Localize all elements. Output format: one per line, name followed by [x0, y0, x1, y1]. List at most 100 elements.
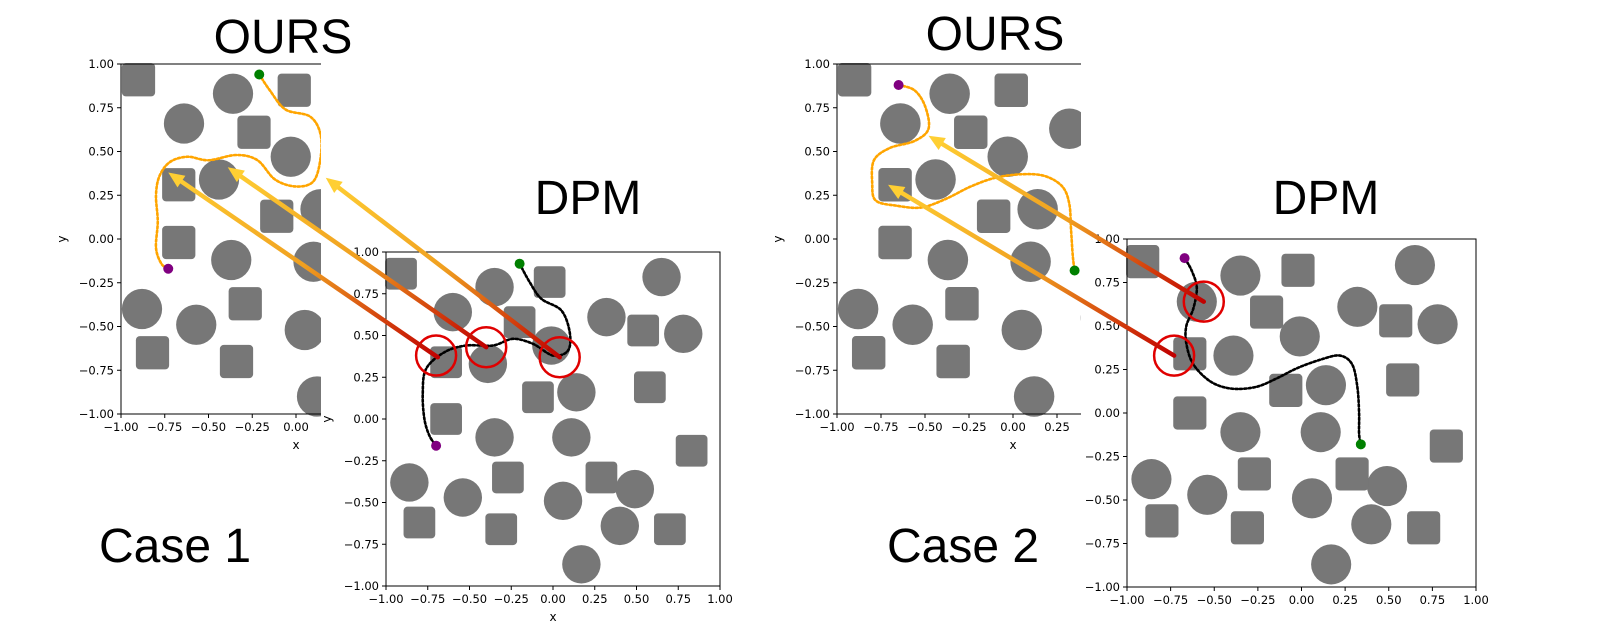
- obstacle-circle: [1010, 241, 1051, 282]
- x-tick-label: −1.00: [819, 420, 854, 434]
- x-tick-label: −0.75: [410, 592, 445, 606]
- y-tick-label: 0.75: [353, 287, 379, 301]
- obstacle-square: [228, 287, 262, 321]
- x-tick-label: 0.25: [582, 592, 608, 606]
- y-tick-label: 1.00: [1094, 232, 1120, 246]
- obstacle-square: [277, 73, 311, 107]
- obstacle-square: [1145, 504, 1179, 538]
- obstacle-square: [485, 513, 518, 546]
- obstacle-circle: [642, 257, 681, 297]
- obstacle-circle: [1300, 412, 1341, 453]
- y-tick-label: 0.25: [88, 188, 114, 202]
- trajectory-path: [154, 73, 321, 271]
- obstacle-square: [1335, 457, 1369, 491]
- obstacle-circle: [475, 418, 514, 457]
- x-tick-label: −0.25: [1240, 593, 1275, 607]
- y-tick-label: 0.25: [353, 370, 379, 384]
- case1-ours-title: OURS: [214, 11, 353, 64]
- obstacle-circle: [600, 506, 640, 546]
- plot-area: −1.00−1.00 −0.75 −0.75 −0.50 −0.50 −0.25 −0.25…: [771, 59, 1126, 452]
- x-axis-label: x: [549, 610, 556, 624]
- y-tick-label: 0.50: [804, 145, 830, 159]
- obstacle-circle: [296, 376, 321, 417]
- x-tick-label: −1.00: [103, 420, 138, 434]
- obstacle-circle: [1080, 314, 1081, 321]
- y-tick-label: −0.50: [795, 320, 830, 334]
- obstacle-square: [627, 314, 660, 347]
- case2-arrow-head: [928, 135, 946, 151]
- y-tick-label: 0.50: [353, 329, 379, 343]
- x-tick-label: −0.25: [494, 592, 529, 606]
- obstacle-circle: [284, 309, 321, 351]
- y-tick-label: −0.75: [344, 537, 379, 551]
- obstacle-square: [633, 371, 666, 404]
- trajectory-path: [1183, 256, 1363, 446]
- y-tick-label: 0.00: [1094, 406, 1120, 420]
- failure-highlight-circle: [538, 335, 581, 379]
- obstacle-circle: [1220, 255, 1261, 296]
- obstacle-square: [1093, 126, 1126, 159]
- obstacle-circle: [880, 103, 921, 144]
- obstacle-circle: [332, 109, 372, 149]
- case1-arrow: [336, 185, 562, 360]
- obstacle-circle: [1131, 459, 1172, 500]
- obstacle-square: [533, 266, 566, 298]
- failure-highlight-circle: [464, 325, 508, 369]
- goal-point: [893, 80, 904, 90]
- x-tick-label: 1.00: [1463, 593, 1489, 607]
- obstacle-square: [585, 461, 618, 494]
- case1-dpm-title: DPM: [535, 172, 642, 225]
- obstacle-circle: [1311, 544, 1352, 585]
- y-tick-label: −0.25: [344, 454, 379, 468]
- obstacle-square: [1407, 511, 1441, 545]
- obstacle-circle: [198, 159, 240, 200]
- x-tick-label: 0.25: [1332, 593, 1358, 607]
- obstacle-circle: [837, 288, 879, 330]
- failure-highlight-circle: [414, 334, 458, 377]
- obstacle-circle: [1366, 466, 1408, 507]
- x-tick-label: 0.00: [540, 592, 566, 606]
- obstacle-circle: [270, 136, 311, 177]
- obstacle-square: [654, 513, 686, 546]
- y-tick-label: 0.25: [1094, 363, 1120, 377]
- obstacle-square: [994, 73, 1028, 107]
- y-tick-label: −1.00: [344, 579, 379, 593]
- obstacle-circle: [163, 103, 205, 144]
- obstacle-circle: [121, 288, 163, 330]
- y-tick-label: −1.00: [1085, 580, 1120, 594]
- obstacle-circle: [468, 344, 508, 384]
- y-tick-label: 0.50: [88, 145, 114, 159]
- obstacle-square: [492, 461, 524, 494]
- obstacle-circle: [1305, 365, 1346, 406]
- obstacle-square: [976, 199, 1011, 233]
- plot-4: −1.00−1.00 −0.75 −0.75 −0.50 −0.50 −0.25 −0.25…: [1085, 232, 1489, 607]
- plot-area: −1.00−1.00 −0.75 −0.75 −0.50 −0.50 −0.25 −0.25…: [1085, 232, 1489, 607]
- obstacle-square: [1237, 457, 1271, 491]
- x-tick-label: 0.00: [1289, 593, 1315, 607]
- obstacle-square: [430, 403, 462, 435]
- obstacle-square: [1386, 363, 1420, 397]
- x-tick-label: 0.00: [1000, 420, 1026, 434]
- case2-arrow-head: [888, 184, 906, 199]
- case2-ours-title: OURS: [926, 8, 1065, 61]
- x-axis-label: x: [1009, 438, 1016, 452]
- y-tick-label: 0.75: [88, 101, 114, 115]
- obstacle-square: [219, 344, 254, 379]
- obstacle-square: [1379, 304, 1413, 338]
- trajectory-path: [870, 83, 1076, 272]
- obstacle-circle: [1013, 376, 1055, 417]
- obstacle-square: [837, 63, 872, 97]
- start-point: [1069, 265, 1080, 276]
- x-tick-label: −0.75: [863, 420, 898, 434]
- obstacle-square: [384, 189, 417, 222]
- obstacle-square: [954, 115, 988, 149]
- x-tick-label: −1.00: [368, 592, 403, 606]
- obstacle-circle: [1017, 189, 1058, 230]
- y-tick-label: 1.00: [353, 245, 379, 259]
- obstacle-circle: [892, 304, 933, 345]
- obstacle-square: [945, 287, 979, 321]
- failure-highlight-circle: [1182, 280, 1226, 323]
- trajectory-path: [421, 262, 572, 448]
- x-tick-label: 0.75: [1420, 593, 1446, 607]
